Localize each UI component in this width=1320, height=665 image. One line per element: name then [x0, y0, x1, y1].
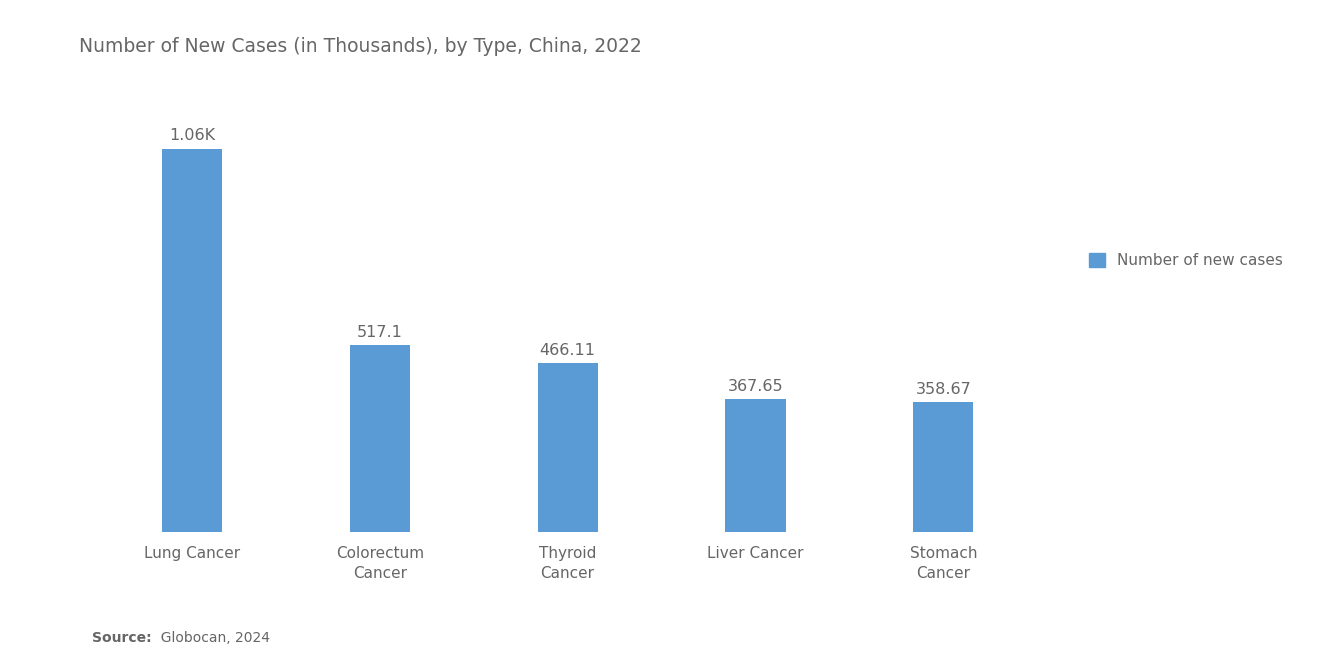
Bar [350, 345, 409, 532]
Text: 1.06K: 1.06K [169, 128, 215, 143]
Text: Number of New Cases (in Thousands), by Type, China, 2022: Number of New Cases (in Thousands), by T… [79, 37, 642, 56]
Legend: Number of new cases: Number of new cases [1084, 247, 1288, 275]
Text: 466.11: 466.11 [540, 343, 595, 358]
Text: Source:: Source: [92, 631, 152, 645]
Text: Globocan, 2024: Globocan, 2024 [152, 631, 269, 645]
Bar [537, 363, 598, 532]
Text: 358.67: 358.67 [915, 382, 972, 397]
Bar [726, 399, 785, 532]
Text: 517.1: 517.1 [356, 325, 403, 340]
Text: 367.65: 367.65 [727, 378, 783, 394]
Bar [913, 402, 973, 532]
Bar [162, 148, 222, 532]
